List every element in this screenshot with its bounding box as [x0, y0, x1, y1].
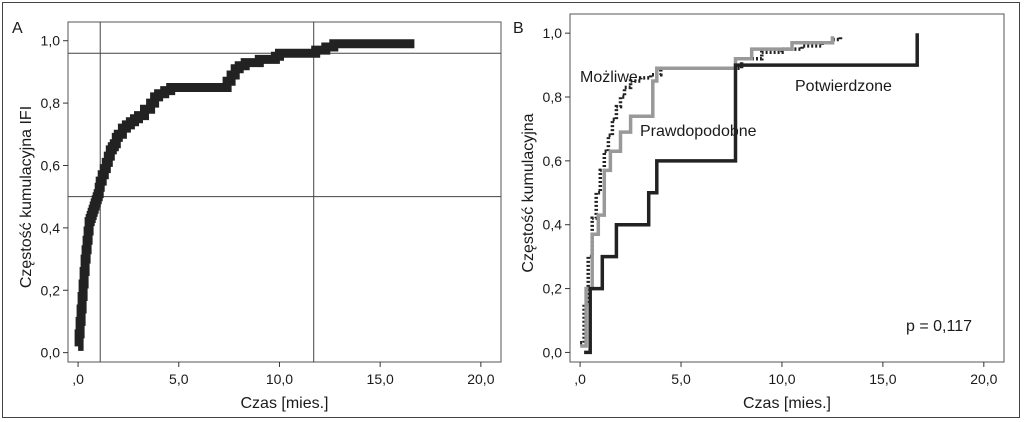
panel-a-y-tick-label: 0,8 — [41, 95, 61, 111]
panel-b-x-tick-label: 20,0 — [970, 371, 997, 387]
panel-b-series-label-prawdopodobne: Prawdopodobne — [640, 123, 757, 140]
panel-a-x-tick-label: 15,0 — [367, 371, 394, 387]
panel-b-y-tick-label: 0,6 — [543, 153, 563, 169]
panel-b-y-tick-label: 0,4 — [543, 217, 563, 233]
panel-a-label: A — [12, 20, 23, 37]
panel-b-p-value-annotation: p = 0,117 — [906, 318, 972, 335]
panel-a-x-tick-label: 5,0 — [169, 371, 189, 387]
panel-b-series-mo-liwe — [580, 36, 843, 345]
panel-b-series-prawdopodobne — [580, 36, 835, 348]
panel-b-series-label-mo-liwe: Możliwe — [580, 69, 638, 86]
panel-b-y-tick-label: 1,0 — [543, 25, 563, 41]
panel-a-x-axis-label: Czas [mies.] — [240, 395, 328, 412]
panel-b-y-axis-label: Częstość kumulacyjna — [520, 113, 537, 272]
panel-a-x-tick-label: ,0 — [72, 371, 84, 387]
panel-b-y-tick-label: 0,8 — [543, 89, 563, 105]
panel-b-label: B — [513, 20, 524, 37]
panel-a-y-tick-label: 1,0 — [41, 33, 61, 49]
panel-b-y-tick-label: 0,2 — [543, 281, 563, 297]
panel-b-series-potwierdzone — [584, 33, 919, 355]
panel-a-x-tick-label: 20,0 — [467, 371, 494, 387]
panel-b-series-label-potwierdzone: Potwierdzone — [795, 78, 892, 95]
panel-a-y-tick-label: 0,6 — [41, 157, 61, 173]
panel-a-y-tick-label: 0,0 — [41, 345, 61, 361]
panel-b-x-tick-label: 5,0 — [671, 371, 691, 387]
panel-a-y-tick-label: 0,2 — [41, 282, 61, 298]
panel-a-series-cumulative — [74, 39, 415, 351]
panel-a-y-tick-label: 0,4 — [41, 220, 61, 236]
panel-a-x-tick-label: 10,0 — [266, 371, 293, 387]
panel-a-y-axis-label: Częstość kumulacyjna IFI — [18, 106, 35, 288]
panel-a-plot-area — [67, 21, 502, 363]
panel-b-x-tick-label: ,0 — [574, 371, 586, 387]
panel-b-plot-area — [569, 13, 1005, 363]
panel-b-x-tick-label: 15,0 — [869, 371, 896, 387]
panel-b-x-tick-label: 10,0 — [768, 371, 795, 387]
panel-b-x-axis-label: Czas [mies.] — [743, 395, 831, 412]
panel-b-y-tick-label: 0,0 — [543, 344, 563, 360]
